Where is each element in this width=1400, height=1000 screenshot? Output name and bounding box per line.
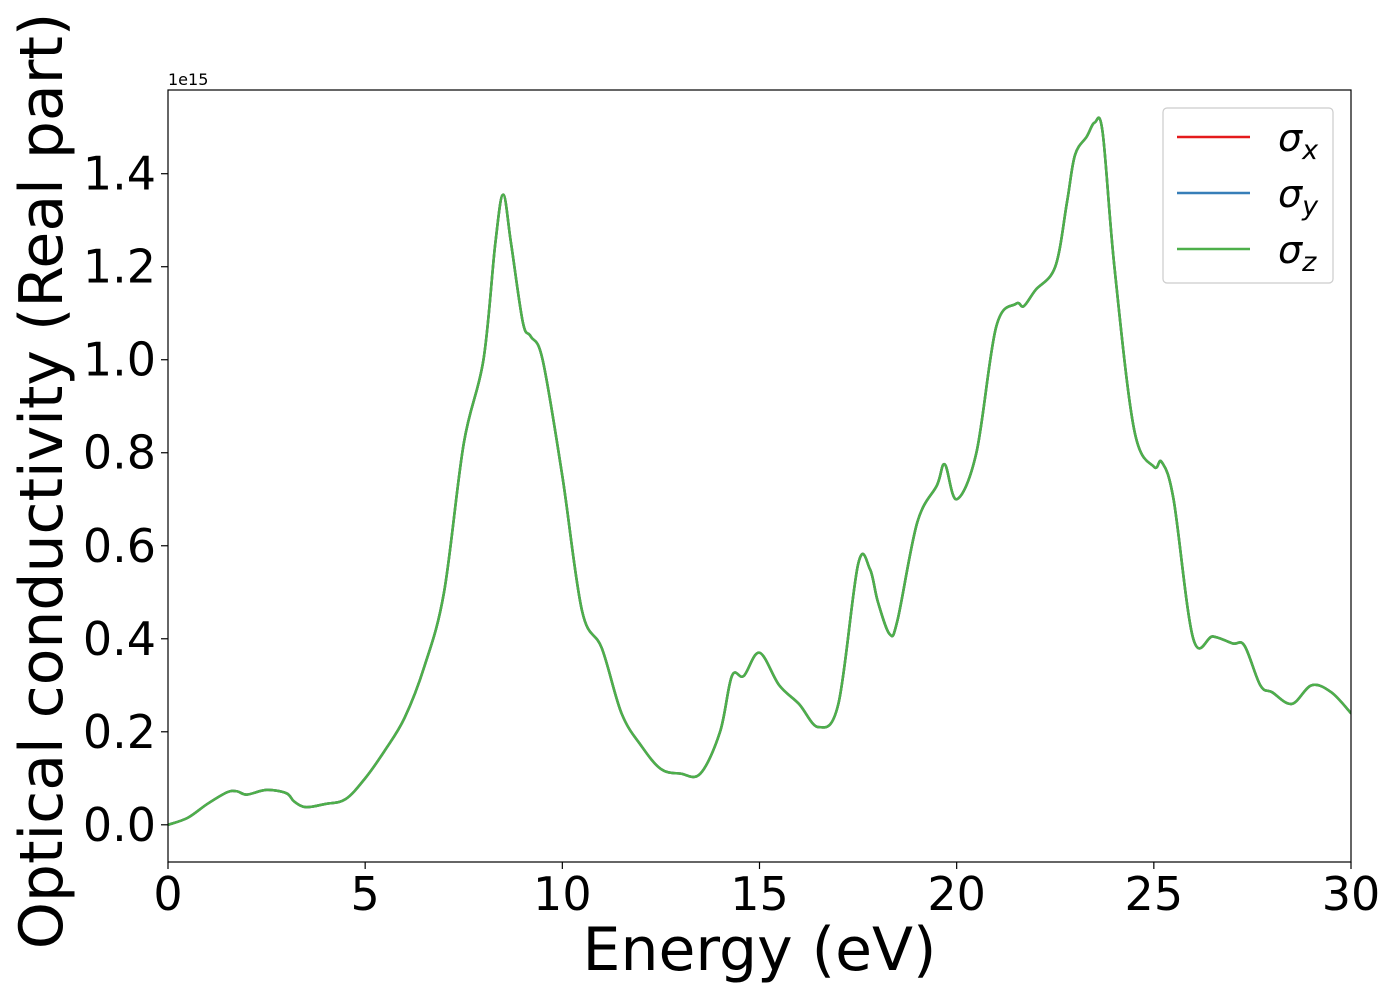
x-axis-label: Energy (eV) — [583, 915, 937, 985]
series-line-3 — [168, 116, 1351, 827]
x-tick-label: 0 — [153, 867, 182, 921]
y-axis: 0.0 0.2 0.4 0.6 0.8 1.0 1.2 1.4 — [83, 147, 168, 852]
x-tick-label: 5 — [351, 867, 380, 921]
x-tick-label: 25 — [1125, 867, 1184, 921]
x-tick-label: 10 — [533, 867, 592, 921]
legend-box — [1162, 107, 1334, 284]
y-offset-label: 1e15 — [168, 70, 208, 89]
x-axis: 0 5 10 15 20 25 30 — [153, 862, 1380, 921]
legend-label: σy — [1278, 172, 1319, 222]
x-tick-label: 30 — [1322, 867, 1381, 921]
x-tick-label: 20 — [927, 867, 986, 921]
y-tick-label: 0.4 — [83, 612, 156, 666]
x-tick-label: 15 — [730, 867, 789, 921]
legend-label: σx — [1278, 116, 1319, 166]
plot-lines — [168, 116, 1351, 827]
y-axis-label: Optical conductivity (Real part) — [7, 13, 77, 950]
legend-label: σz — [1278, 228, 1317, 278]
y-tick-label: 0.0 — [83, 798, 156, 852]
y-tick-label: 1.2 — [83, 240, 156, 294]
y-tick-label: 0.6 — [83, 519, 156, 573]
legend: σx σy σz — [1162, 107, 1334, 284]
y-tick-label: 0.2 — [83, 705, 156, 759]
y-tick-label: 1.0 — [83, 333, 156, 387]
y-tick-label: 1.4 — [83, 147, 156, 201]
y-tick-label: 0.8 — [83, 426, 156, 480]
